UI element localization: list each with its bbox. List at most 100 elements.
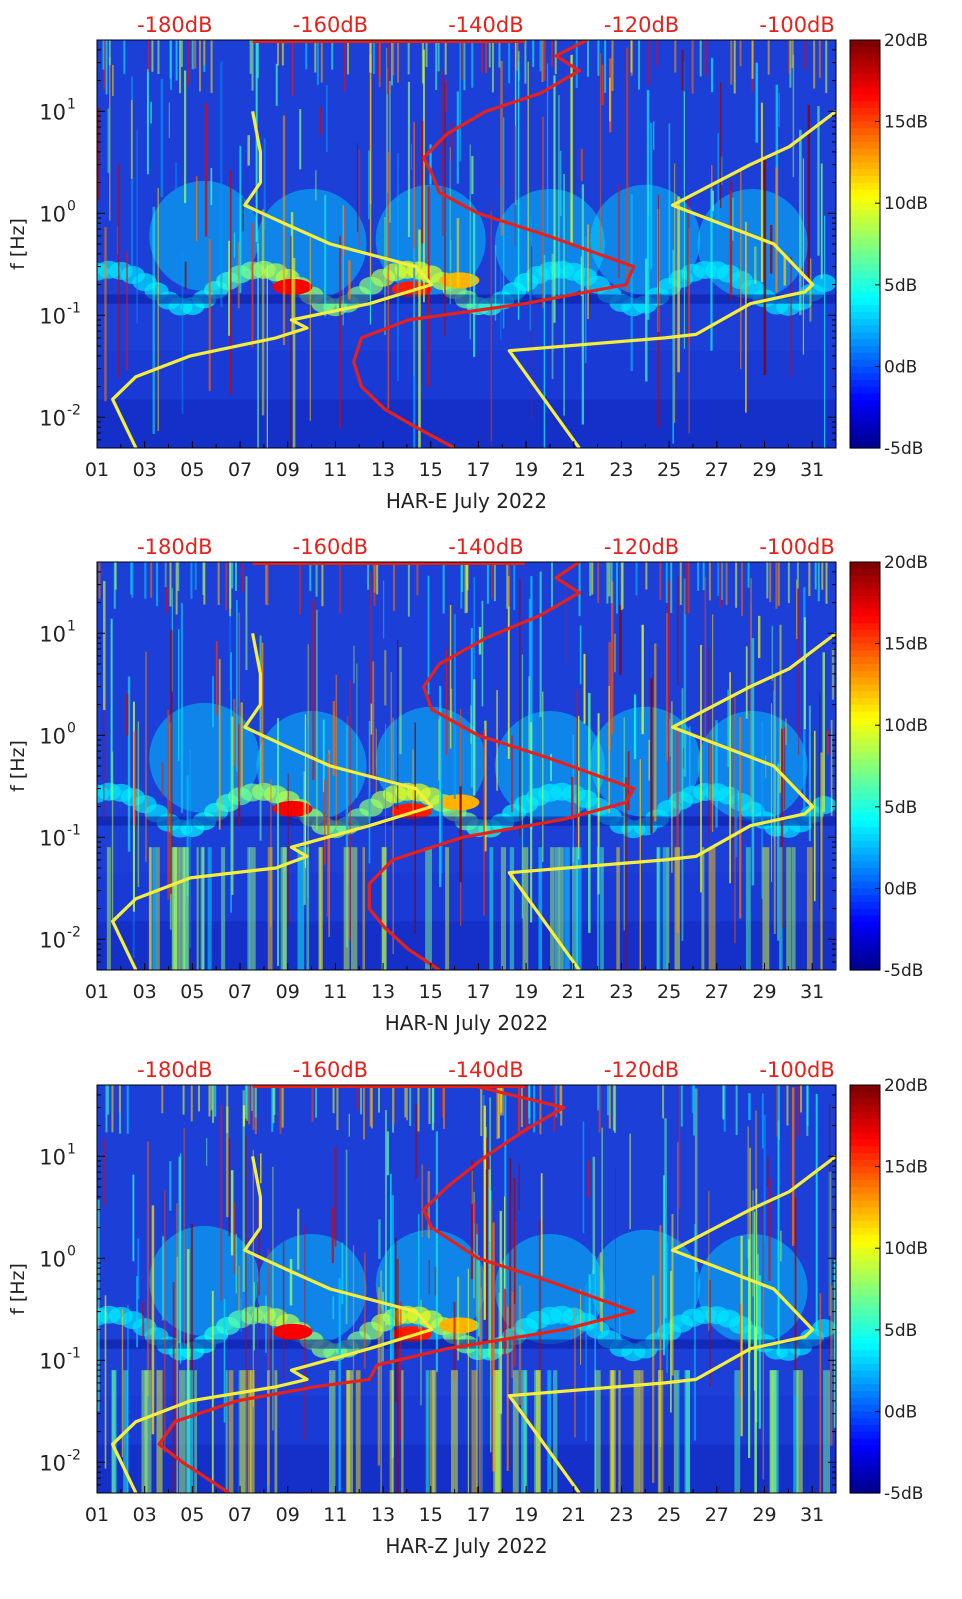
y-tick-exponent: 1 xyxy=(67,618,76,634)
heatmap-lowfreq-column xyxy=(200,847,205,970)
heatmap-lowfreq-column xyxy=(734,1370,741,1493)
colorbar-step xyxy=(850,1180,880,1188)
x-tick-label: 13 xyxy=(371,459,395,481)
heatmap-streak xyxy=(473,211,476,357)
heatmap-streak xyxy=(762,1206,764,1349)
heatmap-streak xyxy=(382,1291,384,1362)
heatmap-dark-notch xyxy=(97,294,836,304)
heatmap-streak xyxy=(236,599,238,772)
colorbar-step xyxy=(850,60,880,68)
heatmap-hf-streak xyxy=(105,1085,108,1133)
heatmap-hf-streak xyxy=(210,1085,213,1111)
y-tick-exponent: -2 xyxy=(67,1447,81,1463)
colorbar-step xyxy=(850,1329,880,1338)
heatmap-streak xyxy=(653,121,655,151)
top-db-tick-label: -100dB xyxy=(759,13,834,37)
colorbar-step xyxy=(850,203,880,211)
heatmap-streak xyxy=(778,92,780,127)
heatmap-hf-streak xyxy=(524,40,527,84)
heatmap-streak xyxy=(392,717,394,955)
colorbar-step xyxy=(850,609,880,617)
heatmap-streak xyxy=(215,641,218,715)
heatmap-hf-streak xyxy=(717,562,720,597)
heatmap-streak xyxy=(112,65,114,96)
heatmap-lowfreq-column xyxy=(793,1370,799,1493)
heatmap-hf-streak xyxy=(444,40,447,75)
y-axis-label: f [Hz] xyxy=(7,1263,29,1315)
heatmap-lowfreq-column xyxy=(677,1370,680,1493)
heatmap-streak xyxy=(822,652,826,812)
colorbar-step xyxy=(850,949,880,957)
heatmap-hf-streak xyxy=(575,40,578,88)
heatmap-hf-streak xyxy=(735,562,738,608)
x-axis-label: HAR-N July 2022 xyxy=(385,1011,549,1035)
heatmap-hf-streak xyxy=(597,1085,600,1111)
heatmap-streak xyxy=(449,147,451,305)
colorbar-step xyxy=(850,1472,880,1480)
heatmap-lowfreq-column xyxy=(791,847,796,970)
colorbar-step xyxy=(850,1091,880,1100)
heatmap-streak xyxy=(290,235,292,448)
colorbar-step xyxy=(850,1418,880,1426)
heatmap-lowfreq-column xyxy=(355,1370,361,1493)
heatmap-streak xyxy=(507,575,510,759)
y-tick-exponent: -1 xyxy=(67,1345,81,1361)
heatmap-streak xyxy=(747,1126,749,1259)
colorbar-step xyxy=(850,1125,880,1134)
heatmap-hf-streak xyxy=(501,1085,504,1116)
heatmap-hf-streak xyxy=(674,40,677,73)
colorbar-step xyxy=(850,562,880,570)
y-tick-label: 10 xyxy=(39,304,66,328)
top-db-tick-label: -160dB xyxy=(293,535,368,559)
heatmap-hf-streak xyxy=(277,40,280,66)
colorbar-step xyxy=(850,1105,880,1113)
colorbar-step xyxy=(850,46,880,55)
heatmap-streak xyxy=(489,1190,492,1453)
heatmap-hf-streak xyxy=(212,1085,215,1123)
heatmap-streak xyxy=(617,184,620,279)
heatmap-lowfreq-column xyxy=(500,847,507,970)
heatmap-hf-streak xyxy=(499,1085,502,1116)
heatmap-streak xyxy=(181,253,184,414)
heatmap-lowfreq-column xyxy=(553,1370,558,1493)
colorbar-tick-label: 5dB xyxy=(884,1321,917,1341)
heatmap-hf-streak xyxy=(817,562,820,602)
heatmap-lowfreq-column xyxy=(564,847,570,970)
heatmap-lowfreq-column xyxy=(685,1370,690,1493)
heatmap-streak xyxy=(377,1287,380,1466)
heatmap-streak xyxy=(459,40,462,162)
heatmap-streak xyxy=(581,184,585,425)
heatmap-streak xyxy=(238,612,241,802)
heatmap-hf-streak xyxy=(203,562,206,605)
heatmap-mid-band xyxy=(97,350,836,400)
heatmap-hf-streak xyxy=(126,1085,129,1134)
heatmap-streak xyxy=(639,759,641,970)
colorbar-step xyxy=(850,861,880,869)
top-db-tick-label: -180dB xyxy=(137,535,212,559)
heatmap-streak xyxy=(614,633,616,673)
heatmap-streak xyxy=(720,82,722,209)
heatmap-streak xyxy=(627,751,630,810)
heatmap-streak xyxy=(808,705,811,842)
heatmap-streak xyxy=(372,661,375,777)
heatmap-streak xyxy=(239,145,242,294)
y-tick-exponent: 0 xyxy=(67,198,76,214)
heatmap-streak xyxy=(657,194,659,428)
heatmap-hf-streak xyxy=(665,562,668,603)
colorbar-step xyxy=(850,738,880,747)
heatmap-hf-streak xyxy=(169,562,172,607)
heatmap-streak xyxy=(230,1170,234,1256)
heatmap-hf-streak xyxy=(182,1085,185,1115)
heatmap-hf-streak xyxy=(214,1085,217,1117)
heatmap-streak xyxy=(540,1173,543,1276)
colorbar-step xyxy=(850,793,880,801)
heatmap-streak xyxy=(625,47,629,292)
heatmap-hf-streak xyxy=(161,1085,164,1114)
heatmap-hotspot xyxy=(272,800,313,817)
heatmap-streak xyxy=(104,1295,107,1469)
heatmap-streak xyxy=(580,256,583,297)
colorbar-step xyxy=(850,745,880,753)
y-tick-label: 10 xyxy=(39,1145,66,1169)
heatmap-streak xyxy=(184,261,187,290)
heatmap-streak xyxy=(457,1276,460,1361)
